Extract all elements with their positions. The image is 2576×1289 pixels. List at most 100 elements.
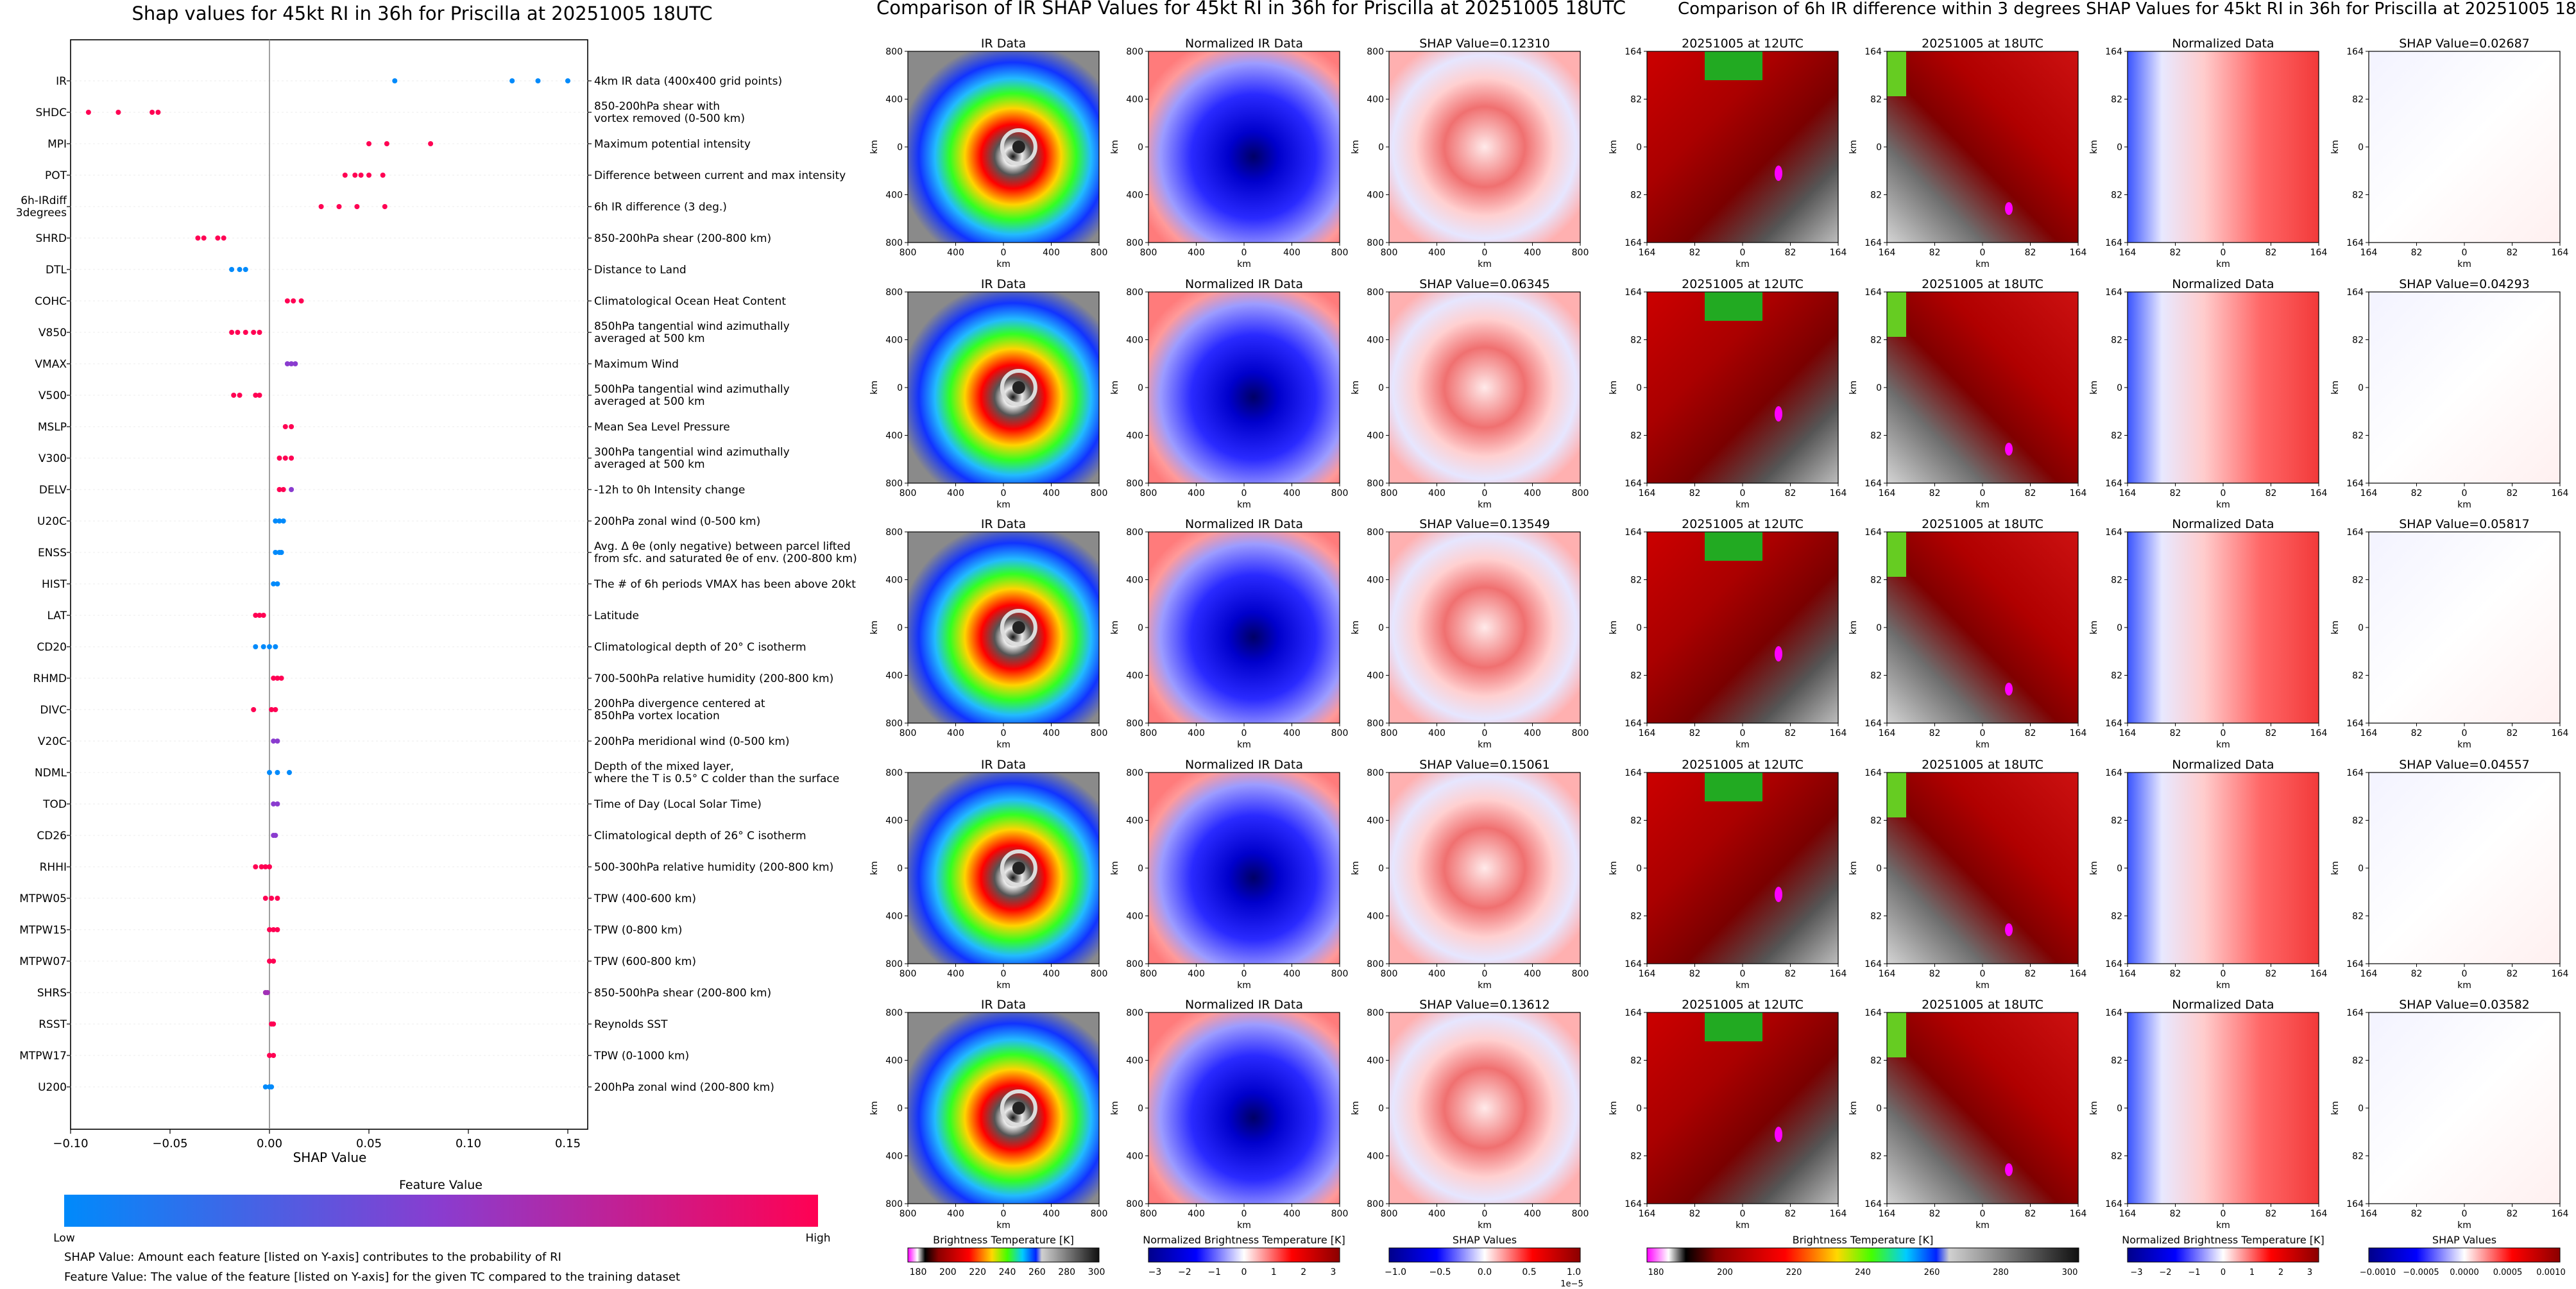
x-tick-label: 800: [900, 728, 917, 738]
y-tick-label: 800: [1367, 287, 1384, 298]
colorbar-tick-label: −1: [2188, 1268, 2200, 1277]
x-tick-label: 164: [1879, 248, 1896, 258]
colorbar-tick-label: −0.0010: [2360, 1268, 2396, 1277]
diff-shap-image: [2369, 773, 2560, 964]
y-tick-label: 82: [2111, 191, 2122, 201]
y-tick-label: 164: [2105, 1199, 2122, 1209]
feature-description: Distance to Land: [594, 264, 687, 277]
y-tick-label: 82: [2352, 912, 2364, 922]
x-tick-label: 0: [1980, 728, 1986, 738]
shap-point: [275, 927, 280, 932]
y-tick-label: 82: [1630, 191, 1642, 201]
shap-point: [243, 330, 248, 335]
shap-point: [318, 204, 324, 209]
y-axis-label: km: [869, 1101, 880, 1115]
feature-name-label: MTPW05: [19, 892, 67, 905]
feature-description: Difference between current and max inten…: [594, 169, 846, 182]
image-title: Normalized Data: [2172, 998, 2274, 1012]
x-tick-label: 164: [2119, 248, 2137, 258]
x-tick-label: 400: [1188, 248, 1205, 258]
x-tick-label: 0: [1740, 248, 1746, 258]
y-tick-label: 164: [2105, 47, 2122, 57]
y-axis-label: km: [1351, 861, 1361, 875]
y-tick-label: 0: [1138, 142, 1143, 153]
x-tick-label: 82: [1689, 1209, 1701, 1219]
normalized-diff-image: [2128, 51, 2319, 243]
x-tick-label: 800: [1331, 488, 1349, 499]
feature-description: 850-500hPa shear (200-800 km): [594, 987, 771, 1000]
shap-point: [273, 644, 278, 649]
y-tick-label: 82: [1630, 336, 1642, 346]
feature-name-label: RSST: [38, 1018, 67, 1031]
x-tick-label: 82: [2025, 728, 2036, 738]
y-tick-label: 0: [1876, 1104, 1882, 1114]
y-tick-label: 0: [2117, 1104, 2122, 1114]
colorbar-tick-label: −0.5: [1429, 1267, 1451, 1277]
feature-row-grid: [67, 80, 592, 1088]
image-title: 20251005 at 18UTC: [1922, 37, 2043, 51]
ir-shap-image: [1389, 773, 1580, 964]
y-tick-label: 164: [1864, 287, 1882, 298]
shap-point: [259, 864, 264, 869]
feature-name-label: MTPW07: [19, 955, 67, 968]
x-tick-label: 800: [1572, 1209, 1589, 1219]
feature-name-label: VMAX: [35, 358, 67, 371]
x-tick-label: 0.00: [257, 1137, 282, 1150]
x-tick-label: 400: [947, 488, 964, 499]
shap-point: [289, 456, 294, 461]
shap-point: [428, 141, 434, 146]
shap-point: [278, 550, 284, 555]
x-tick-label: 400: [1043, 969, 1060, 979]
shap-point: [269, 1084, 275, 1089]
shap-point: [264, 990, 270, 995]
colorbar-tick-label: −0.0005: [2403, 1268, 2439, 1277]
y-axis-label: km: [2089, 861, 2099, 875]
y-tick-label: 82: [1870, 912, 1882, 922]
colorbar-tick-label: 0.0010: [2536, 1268, 2566, 1277]
shap-point: [342, 173, 348, 178]
x-tick-label: 164: [2552, 1209, 2569, 1219]
normalized-diff-image: [2128, 1012, 2319, 1204]
feature-description: Climatological Ocean Heat Content: [594, 295, 786, 308]
feature-name-label: POT: [45, 169, 67, 182]
y-tick-label: 800: [885, 47, 903, 57]
y-tick-label: 164: [1625, 527, 1642, 538]
shap-point: [277, 456, 282, 461]
x-axis-label: km: [1478, 259, 1492, 269]
x-tick-label: 164: [2552, 248, 2569, 258]
y-axis-label: km: [1848, 861, 1859, 875]
shap-point: [262, 1084, 268, 1089]
y-tick-label: 400: [885, 912, 903, 922]
y-tick-label: 164: [2105, 719, 2122, 729]
x-tick-label: 82: [2170, 728, 2181, 738]
x-tick-label: 164: [1639, 248, 1656, 258]
y-tick-label: 800: [885, 1199, 903, 1209]
feature-description: TPW (0-1000 km): [593, 1050, 689, 1063]
x-tick-label: 82: [2265, 248, 2277, 258]
feature-name-label: LAT: [47, 610, 67, 622]
shap-point: [289, 361, 294, 366]
x-axis-label: km: [1237, 500, 1251, 510]
shap-point: [336, 204, 342, 209]
y-tick-label: 800: [1126, 287, 1143, 298]
y-tick-label: 0: [1138, 623, 1143, 633]
y-tick-label: 800: [1126, 1008, 1143, 1018]
shap-point: [271, 676, 277, 681]
y-tick-label: 82: [2111, 576, 2122, 586]
colorbar-tick-label: 0.0000: [2450, 1268, 2479, 1277]
x-tick-label: 82: [2411, 969, 2423, 979]
y-tick-label: 164: [1625, 47, 1642, 57]
feature-description: 500-300hPa relative humidity (200-800 km…: [594, 861, 833, 874]
shap-value-title: SHAP Value=0.04557: [2399, 758, 2530, 772]
y-tick-label: 400: [1126, 431, 1143, 441]
feature-description: averaged at 500 km: [594, 458, 705, 471]
shap-point: [535, 78, 541, 83]
feature-description: 300hPa tangential wind azimuthally: [594, 446, 790, 459]
shap-point: [284, 298, 290, 303]
y-tick-label: 800: [1126, 1199, 1143, 1209]
y-tick-label: 164: [2105, 479, 2122, 489]
ir-18utc-image: [1887, 532, 2078, 723]
shap-point: [267, 644, 272, 649]
x-tick-label: 0: [1241, 969, 1247, 979]
y-tick-label: 0: [1378, 864, 1384, 874]
